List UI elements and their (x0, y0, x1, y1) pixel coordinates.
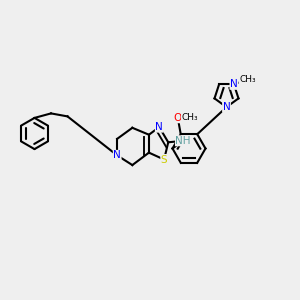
Text: CH₃: CH₃ (182, 113, 198, 122)
Text: CH₃: CH₃ (239, 75, 256, 84)
Text: S: S (161, 154, 167, 164)
Text: N: N (155, 122, 163, 132)
Text: N: N (230, 79, 238, 89)
Text: N: N (223, 102, 230, 112)
Text: O: O (174, 113, 182, 123)
Text: NH: NH (176, 136, 191, 146)
Text: N: N (113, 150, 121, 161)
